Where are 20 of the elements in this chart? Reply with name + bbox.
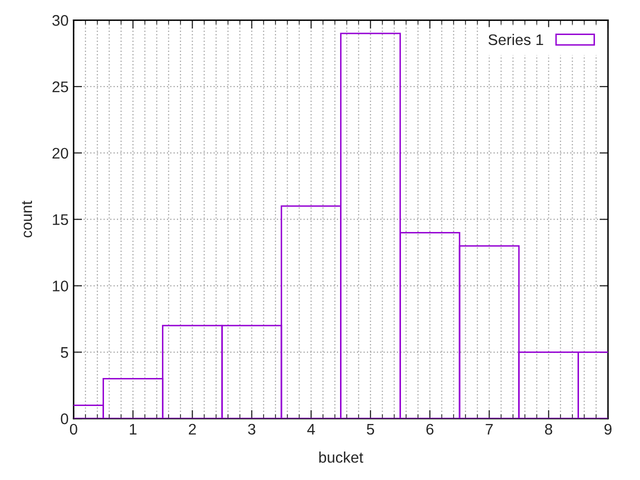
y-tick-label: 0 (60, 413, 68, 424)
y-axis-title: count (22, 200, 32, 238)
x-tick-label: 6 (426, 424, 434, 435)
y-tick-label: 25 (52, 81, 68, 92)
x-tick-label: 0 (70, 424, 78, 435)
x-tick-label: 3 (248, 424, 256, 435)
x-tick-label: 4 (307, 424, 315, 434)
y-tick-label: 15 (52, 214, 68, 226)
x-tick-label: 1 (130, 424, 136, 434)
y-tick-label: 10 (52, 280, 68, 292)
y-tick-label: 20 (52, 148, 68, 159)
x-axis-title: bucket (319, 452, 364, 463)
legend-label: Series 1 (488, 34, 544, 46)
y-tick-label: 30 (52, 15, 68, 26)
x-tick-label: 2 (188, 424, 196, 434)
x-tick-label: 8 (545, 424, 552, 435)
x-tick-label: 5 (366, 424, 374, 435)
y-tick-label: 5 (60, 347, 68, 358)
x-tick-label: 9 (604, 424, 612, 435)
x-tick-label: 7 (486, 424, 493, 434)
